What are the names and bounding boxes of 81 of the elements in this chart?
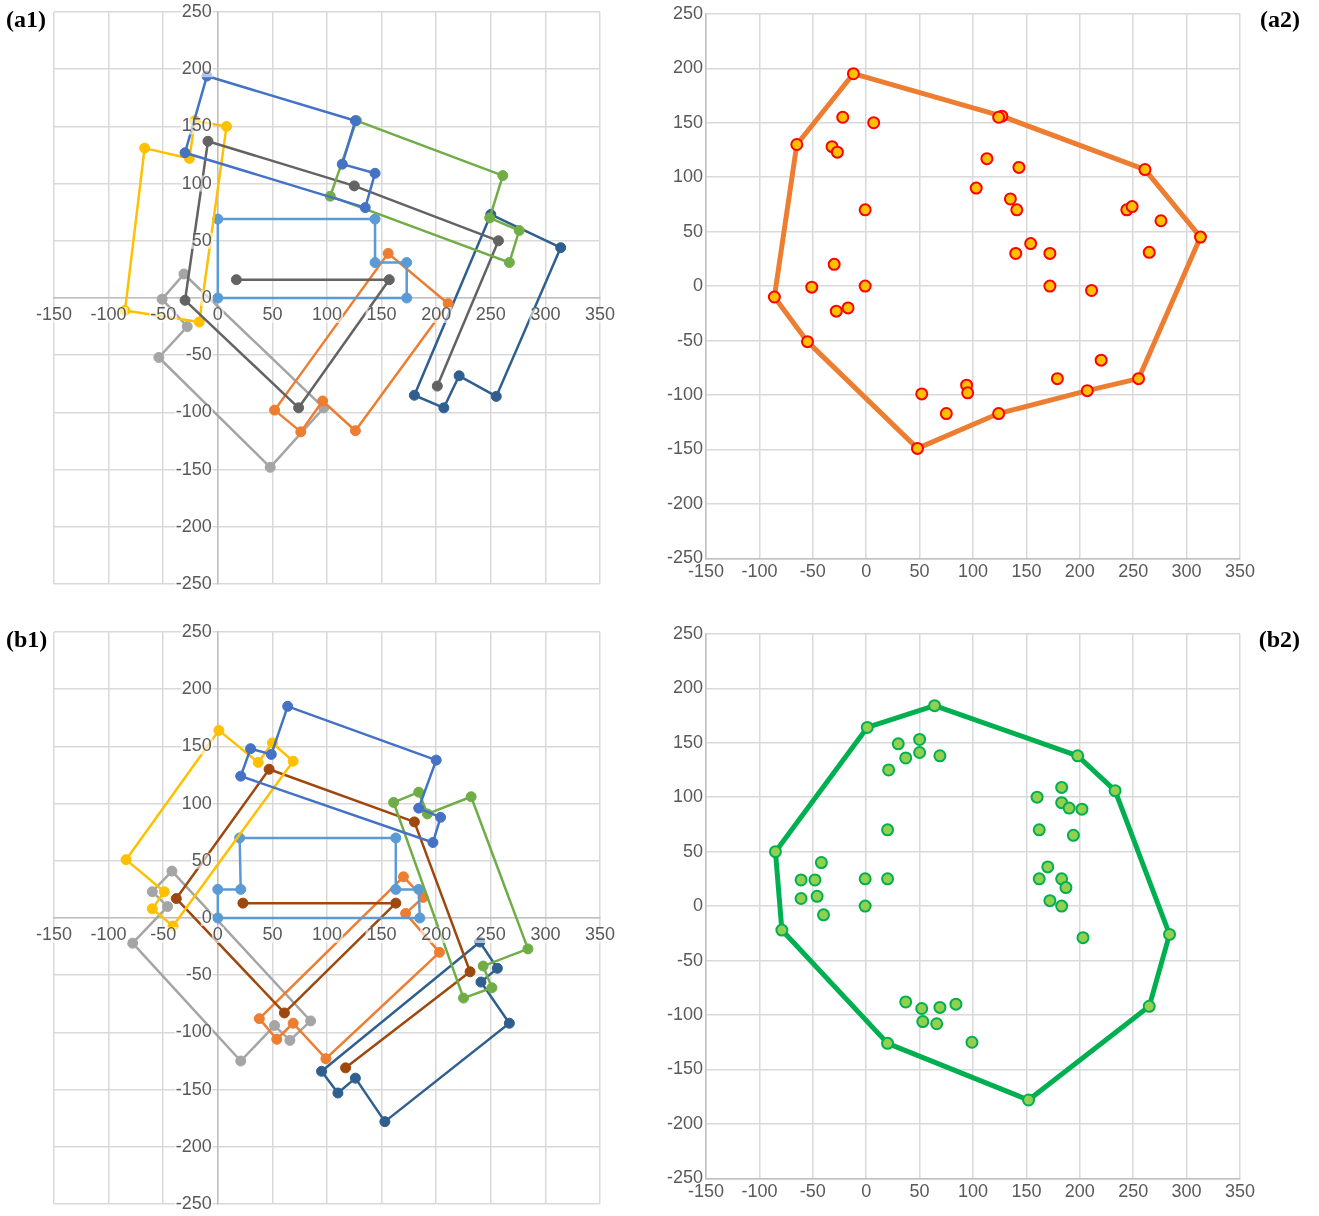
y-tick-label: -200	[667, 492, 704, 513]
x-tick-label: 50	[262, 303, 283, 324]
x-tick-label: 200	[421, 923, 452, 944]
y-tick-label: -50	[677, 949, 704, 970]
y-tick-label: 200	[181, 58, 212, 79]
y-tick-label: -150	[667, 438, 704, 459]
x-tick-label: 150	[366, 923, 397, 944]
y-tick-label: -50	[185, 964, 212, 985]
y-tick-label: -100	[175, 1021, 212, 1042]
x-tick-label: 250	[475, 923, 506, 944]
x-tick-label: 300	[530, 923, 561, 944]
y-tick-label: 100	[672, 166, 704, 187]
x-tick-label: 100	[311, 303, 343, 324]
x-tick-label: -150	[35, 923, 73, 944]
y-tick-label: 0	[201, 906, 212, 927]
x-tick-label: 250	[1118, 1181, 1149, 1202]
chart-title: (b2)	[1258, 626, 1300, 653]
y-tick-label: 250	[181, 0, 212, 21]
y-tick-label: 100	[181, 172, 212, 193]
y-tick-label: -200	[667, 1112, 704, 1133]
x-tick-label: 300	[530, 303, 561, 324]
y-tick-label: 50	[683, 220, 704, 241]
x-tick-label: -100	[741, 561, 778, 582]
x-tick-label: 150	[1011, 561, 1042, 582]
x-tick-label: -50	[799, 561, 826, 582]
y-tick-label: -250	[175, 1192, 212, 1213]
x-tick-label: 50	[909, 1181, 930, 1202]
x-tick-label: 0	[861, 561, 872, 582]
y-tick-label: -50	[677, 329, 704, 350]
y-tick-label: -150	[667, 1058, 704, 1079]
x-tick-label: -150	[35, 303, 73, 324]
y-tick-label: 0	[693, 895, 704, 916]
x-tick-label: 200	[1064, 1181, 1095, 1202]
x-tick-label: 350	[1224, 1181, 1256, 1202]
x-tick-label: 350	[1224, 561, 1256, 582]
x-tick-label: 150	[366, 303, 397, 324]
x-tick-label: 150	[1011, 1181, 1042, 1202]
y-tick-label: -200	[175, 1135, 212, 1156]
chart-title: (a2)	[1260, 6, 1300, 33]
x-tick-label: -50	[799, 1181, 826, 1202]
y-tick-label: 0	[693, 275, 704, 296]
x-tick-label: 350	[584, 303, 616, 324]
y-tick-label: 0	[201, 286, 212, 307]
y-tick-label: 150	[672, 111, 704, 132]
y-tick-label: 200	[181, 678, 212, 699]
x-tick-label: 50	[909, 561, 930, 582]
x-tick-label: 100	[311, 923, 343, 944]
x-tick-label: 250	[475, 303, 506, 324]
x-tick-label: 300	[1171, 1181, 1202, 1202]
x-tick-label: -100	[90, 923, 127, 944]
chart-title: (a1)	[6, 6, 46, 33]
x-tick-label: 200	[421, 303, 452, 324]
y-tick-label: -150	[175, 1078, 212, 1099]
y-tick-label: -100	[175, 401, 212, 422]
y-tick-label: 150	[672, 731, 704, 752]
y-tick-label: 200	[672, 677, 704, 698]
y-tick-label: -200	[175, 515, 212, 536]
y-tick-label: -150	[175, 458, 212, 479]
x-tick-label: 350	[584, 923, 616, 944]
x-tick-label: 50	[262, 923, 283, 944]
y-tick-label: -100	[667, 383, 704, 404]
x-tick-label: -100	[90, 303, 127, 324]
x-tick-label: 250	[1118, 561, 1149, 582]
x-tick-label: -50	[150, 923, 177, 944]
y-tick-label: 250	[672, 622, 704, 643]
y-tick-label: 200	[672, 57, 704, 78]
x-tick-label: 100	[957, 561, 989, 582]
y-tick-label: 50	[683, 840, 704, 861]
x-tick-label: 300	[1171, 561, 1202, 582]
y-tick-label: 100	[181, 792, 212, 813]
y-tick-label: 100	[672, 786, 704, 807]
y-tick-label: 250	[672, 2, 704, 23]
y-tick-label: -100	[667, 1003, 704, 1024]
chart-title: (b1)	[6, 626, 48, 653]
y-tick-label: -50	[185, 344, 212, 365]
y-tick-label: -250	[175, 572, 212, 593]
y-tick-label: 250	[181, 620, 212, 641]
x-tick-label: 200	[1064, 561, 1095, 582]
x-tick-label: 0	[861, 1181, 872, 1202]
x-tick-label: -100	[741, 1181, 778, 1202]
x-tick-label: 100	[957, 1181, 989, 1202]
